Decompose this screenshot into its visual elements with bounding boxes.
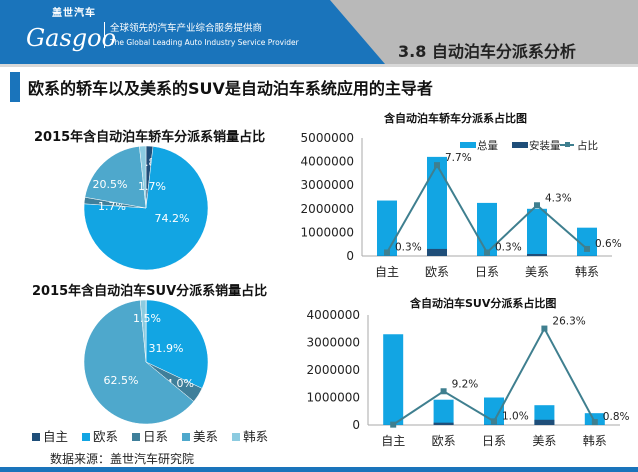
y-tick-label: 2000000 [301,202,354,216]
y-tick-label: 3000000 [301,178,354,192]
divider [0,64,638,67]
pie-slice-美系 [83,300,195,425]
bar-total [427,156,447,256]
ratio-label: 9.2% [452,378,479,390]
ratio-label: 4.3% [545,192,572,204]
logo-divider [104,22,105,48]
legend-item: 自主 [32,426,68,445]
pie-label: 1.5% [133,312,161,325]
legend-marker [565,142,570,147]
bar1-title: 含自动泊车轿车分派系占比图 [384,112,527,125]
pie-label: 20.5% [93,178,128,191]
section-title: 3.8 自动泊车分派系分析 [398,42,576,61]
slogan-cn: 全球领先的汽车产业综合服务提供商 [110,23,263,34]
ratio-label: 0.3% [495,241,522,253]
pie-legend: 自主 欧系 日系 美系 韩系 [32,426,268,445]
x-tick-label: 自主 [375,265,399,279]
data-source: 数据来源：盖世汽车研究院 [50,452,195,466]
ratio-point [434,162,440,169]
ratio-label: 0.8% [603,411,630,423]
ratio-label: 1.0% [502,410,529,422]
ratio-point [534,202,540,209]
legend-swatch [512,142,528,148]
bar-total [433,399,454,425]
pie-label: 1.7% [138,180,166,193]
bar-installed [433,422,454,425]
ratio-point [484,249,490,256]
slogan-en: The Global Leading Auto Industry Service… [110,38,299,47]
legend-item: 美系 [182,426,218,445]
bar-legend-label: 占比 [577,139,598,152]
x-tick-label: 欧系 [432,434,456,448]
pie1-title: 2015年含自动泊车轿车分派系销量占比 [34,130,266,145]
bar-total [577,227,597,256]
bar-total [477,202,497,256]
bar-installed [534,419,555,425]
bar-installed [427,248,447,256]
bar-total [383,334,404,425]
logo-cn: 盖世汽车 [52,8,96,19]
ratio-label: 0.6% [595,238,622,250]
bar-total [377,200,397,256]
bar-installed [527,253,547,256]
legend-item: 欧系 [82,426,118,445]
pie-label: 62.5% [104,374,139,387]
ratio-point [584,245,590,252]
ratio-label: 0.3% [395,241,422,253]
y-tick-label: 4000000 [301,155,354,169]
pie-slice-美系 [84,146,147,209]
ratio-point [390,421,397,428]
ratio-point [591,419,598,426]
ratio-label: 7.7% [445,152,472,164]
bar2-title: 含自动泊车SUV分派系占比图 [410,297,557,310]
ratio-point [440,388,447,395]
x-tick-label: 美系 [525,265,549,279]
legend-item: 日系 [132,426,168,445]
x-tick-label: 韩系 [575,264,599,279]
y-tick-label: 1000000 [301,225,354,239]
ratio-point [491,418,497,425]
x-tick-label: 日系 [475,265,499,279]
y-tick-label: 3000000 [307,336,360,350]
page-subtitle: 欧系的轿车以及美系的SUV是自动泊车系统应用的主导者 [28,79,433,98]
x-tick-label: 韩系 [583,433,607,448]
pie-label: 31.9% [149,342,184,355]
pie-slice-韩系 [139,299,147,363]
y-tick-label: 0 [346,249,354,263]
bar-legend-label: 总量 [477,139,498,152]
y-tick-label: 0 [352,418,360,432]
pie-slice-欧系 [145,299,209,389]
footer-bar [0,467,638,472]
y-tick-label: 5000000 [301,131,354,145]
pie-slice-韩系 [139,145,147,209]
logo: Gasgoo [26,24,117,52]
bar-total [527,208,547,256]
bar-legend-label: 安装量 [529,139,561,152]
x-tick-label: 欧系 [425,265,449,279]
ratio-point [541,325,548,332]
y-tick-label: 2000000 [307,363,360,377]
y-tick-label: 4000000 [307,308,360,322]
x-tick-label: 自主 [381,434,405,448]
ratio-point [384,249,390,256]
subtitle-marker [10,72,20,102]
x-tick-label: 美系 [532,434,556,448]
header-blue-band [0,0,385,64]
pie2-title: 2015年含自动泊车SUV分派系销量占比 [32,284,268,299]
ratio-label: 26.3% [552,316,585,328]
pie-label: 74.2% [155,212,190,225]
x-tick-label: 日系 [482,434,506,448]
y-tick-label: 1000000 [307,391,360,405]
legend-item: 韩系 [232,426,268,445]
legend-swatch [460,142,476,148]
